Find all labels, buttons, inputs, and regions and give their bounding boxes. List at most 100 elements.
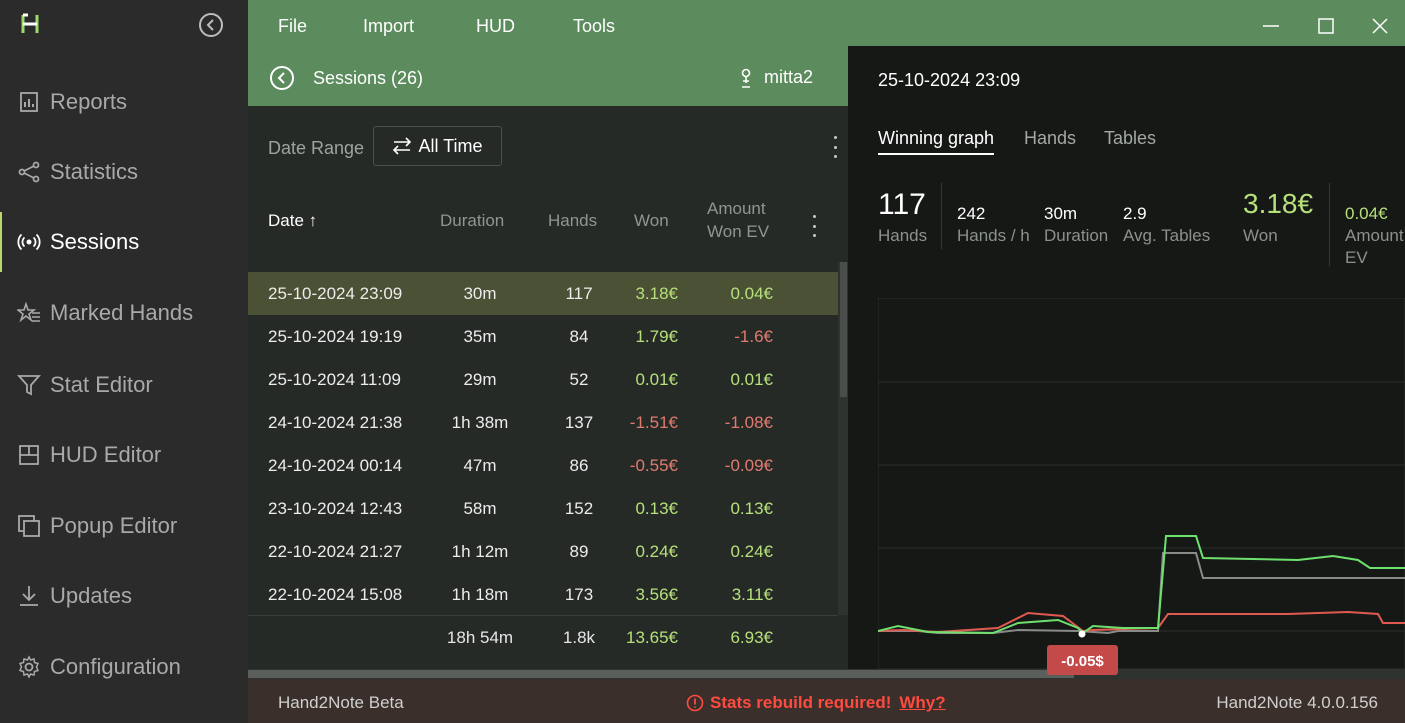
marked-hands-icon <box>17 301 40 323</box>
cell-hands: 173 <box>564 585 594 604</box>
stat-avg-tables-label: Avg. Tables <box>1123 226 1211 245</box>
back-button[interactable] <box>270 66 294 90</box>
sidebar-item-popup-editor[interactable]: Popup Editor <box>0 496 248 556</box>
cell-duration: 1h 38m <box>451 413 509 432</box>
total-duration: 18h 54m <box>446 628 514 647</box>
date-range-label: Date Range <box>268 138 365 158</box>
sidebar: Reports Statistics Sessions Marked Hands… <box>0 0 248 723</box>
cell-won: 0.13€ <box>635 499 678 518</box>
total-hands: 1.8k <box>562 628 596 647</box>
close-icon[interactable] <box>1366 12 1394 40</box>
sidebar-item-hud-editor[interactable]: HUD Editor <box>0 425 248 485</box>
tab-winning-graph[interactable]: Winning graph <box>878 128 995 155</box>
menu-tools[interactable]: Tools <box>573 16 616 36</box>
breadcrumb-title: Sessions (26) <box>313 67 424 88</box>
status-app-name: Hand2Note Beta <box>278 693 404 712</box>
vertical-scrollbar[interactable] <box>838 262 848 615</box>
winning-graph[interactable] <box>877 297 1405 670</box>
table-row[interactable]: 24-10-2024 21:38 1h 38m 137 -1.51€ -1.08… <box>248 401 838 444</box>
table-row[interactable]: 22-10-2024 21:27 1h 12m 89 0.24€ 0.24€ <box>248 530 838 573</box>
column-options-icon[interactable] <box>811 215 817 237</box>
sidebar-item-label: Sessions <box>50 229 140 254</box>
sidebar-item-label: Statistics <box>50 159 139 184</box>
stat-divider <box>1329 183 1330 266</box>
cell-duration: 1h 18m <box>451 585 509 604</box>
cell-duration: 1h 12m <box>451 542 509 561</box>
more-options-icon[interactable] <box>832 136 838 158</box>
scrollbar-thumb[interactable] <box>840 262 847 397</box>
minimize-icon[interactable] <box>1257 12 1285 40</box>
sidebar-item-label: Configuration <box>50 654 181 679</box>
user-name: mitta2 <box>764 67 814 87</box>
cell-amount-won-ev: 0.01€ <box>730 370 773 389</box>
table-row[interactable]: 25-10-2024 23:09 30m 117 3.18€ 0.04€ <box>248 272 838 315</box>
stat-duration-label: Duration <box>1044 226 1109 245</box>
date-range-button[interactable]: All Time <box>373 126 502 166</box>
column-header-duration[interactable]: Duration <box>440 211 505 230</box>
graph-value-tooltip: -0.05$ <box>1047 645 1118 675</box>
cell-date: 25-10-2024 19:19 <box>268 327 403 346</box>
sidebar-item-reports[interactable]: Reports <box>0 72 248 132</box>
stat-amount-ev-label-line1: Amount <box>1345 226 1404 245</box>
scrollbar-thumb[interactable] <box>248 670 1074 678</box>
column-header-amount-won-ev-line2[interactable]: Won EV <box>707 222 770 241</box>
stat-hands-per-hour-value: 242 <box>957 204 986 223</box>
column-header-won[interactable]: Won <box>634 211 669 230</box>
stat-amount-ev-label-line2: EV <box>1345 248 1368 267</box>
stat-hands-value: 117 <box>878 188 926 221</box>
sidebar-item-label: Stat Editor <box>50 372 153 397</box>
cell-date: 22-10-2024 21:27 <box>268 542 403 561</box>
sidebar-item-marked-hands[interactable]: Marked Hands <box>0 283 248 343</box>
user-selector[interactable]: mitta2 <box>738 67 813 88</box>
maximize-icon[interactable] <box>1312 12 1340 40</box>
cell-amount-won-ev: 0.24€ <box>730 542 773 561</box>
table-row[interactable]: 22-10-2024 15:08 1h 18m 173 3.56€ 3.11€ <box>248 573 838 616</box>
why-link[interactable]: Why? <box>899 693 946 712</box>
graph-marker <box>1078 630 1086 638</box>
column-header-hands[interactable]: Hands <box>548 211 598 230</box>
totals-row: 18h 54m 1.8k 13.65€ 6.93€ <box>248 615 838 660</box>
cell-amount-won-ev: -1.6€ <box>734 327 773 346</box>
table-row[interactable]: 24-10-2024 00:14 47m 86 -0.55€ -0.09€ <box>248 444 838 487</box>
sidebar-item-statistics[interactable]: Statistics <box>0 142 248 202</box>
gear-icon <box>18 655 40 679</box>
hud-editor-icon <box>19 445 39 465</box>
sidebar-item-updates[interactable]: Updates <box>0 566 248 626</box>
cell-won: 0.24€ <box>635 542 678 561</box>
cell-duration: 29m <box>463 370 497 389</box>
table-header: Date ↑ Duration Hands Won Amount Won EV <box>248 190 838 262</box>
status-version: Hand2Note 4.0.0.156 <box>1216 693 1378 712</box>
sidebar-item-configuration[interactable]: Configuration <box>0 637 248 697</box>
menu-file[interactable]: File <box>278 16 308 36</box>
sidebar-item-sessions[interactable]: Sessions <box>0 212 248 272</box>
sidebar-item-stat-editor[interactable]: Stat Editor <box>0 355 248 415</box>
table-row[interactable]: 23-10-2024 12:43 58m 152 0.13€ 0.13€ <box>248 487 838 530</box>
tab-hands[interactable]: Hands <box>1024 128 1077 148</box>
cell-hands: 86 <box>569 456 589 475</box>
stat-won-label: Won <box>1243 226 1278 245</box>
menu-import[interactable]: Import <box>363 16 415 36</box>
column-header-date[interactable]: Date ↑ <box>268 211 318 230</box>
table-row[interactable]: 25-10-2024 11:09 29m 52 0.01€ 0.01€ <box>248 358 838 401</box>
popup-editor-icon <box>18 515 40 537</box>
chevron-left-icon <box>277 72 285 84</box>
download-icon <box>20 586 38 606</box>
cell-won: 1.79€ <box>635 327 678 346</box>
warning-icon <box>686 694 704 712</box>
chevron-left-icon <box>206 19 214 31</box>
cell-amount-won-ev: -0.09€ <box>724 456 773 475</box>
sidebar-item-label: Reports <box>50 89 128 114</box>
tab-tables[interactable]: Tables <box>1104 128 1157 148</box>
cell-hands: 152 <box>564 499 594 518</box>
cell-duration: 47m <box>463 456 497 475</box>
horizontal-scrollbar[interactable] <box>248 669 1405 679</box>
menu-hud[interactable]: HUD <box>476 16 515 36</box>
detail-title: 25-10-2024 23:09 <box>878 70 1021 90</box>
cell-hands: 84 <box>569 327 589 346</box>
cell-duration: 30m <box>463 284 497 303</box>
collapse-sidebar-button[interactable] <box>199 13 223 37</box>
cell-amount-won-ev: 3.11€ <box>731 585 773 604</box>
column-header-amount-won-ev-line1[interactable]: Amount <box>707 199 766 218</box>
table-row[interactable]: 25-10-2024 19:19 35m 84 1.79€ -1.6€ <box>248 315 838 358</box>
cell-date: 25-10-2024 23:09 <box>268 284 403 303</box>
